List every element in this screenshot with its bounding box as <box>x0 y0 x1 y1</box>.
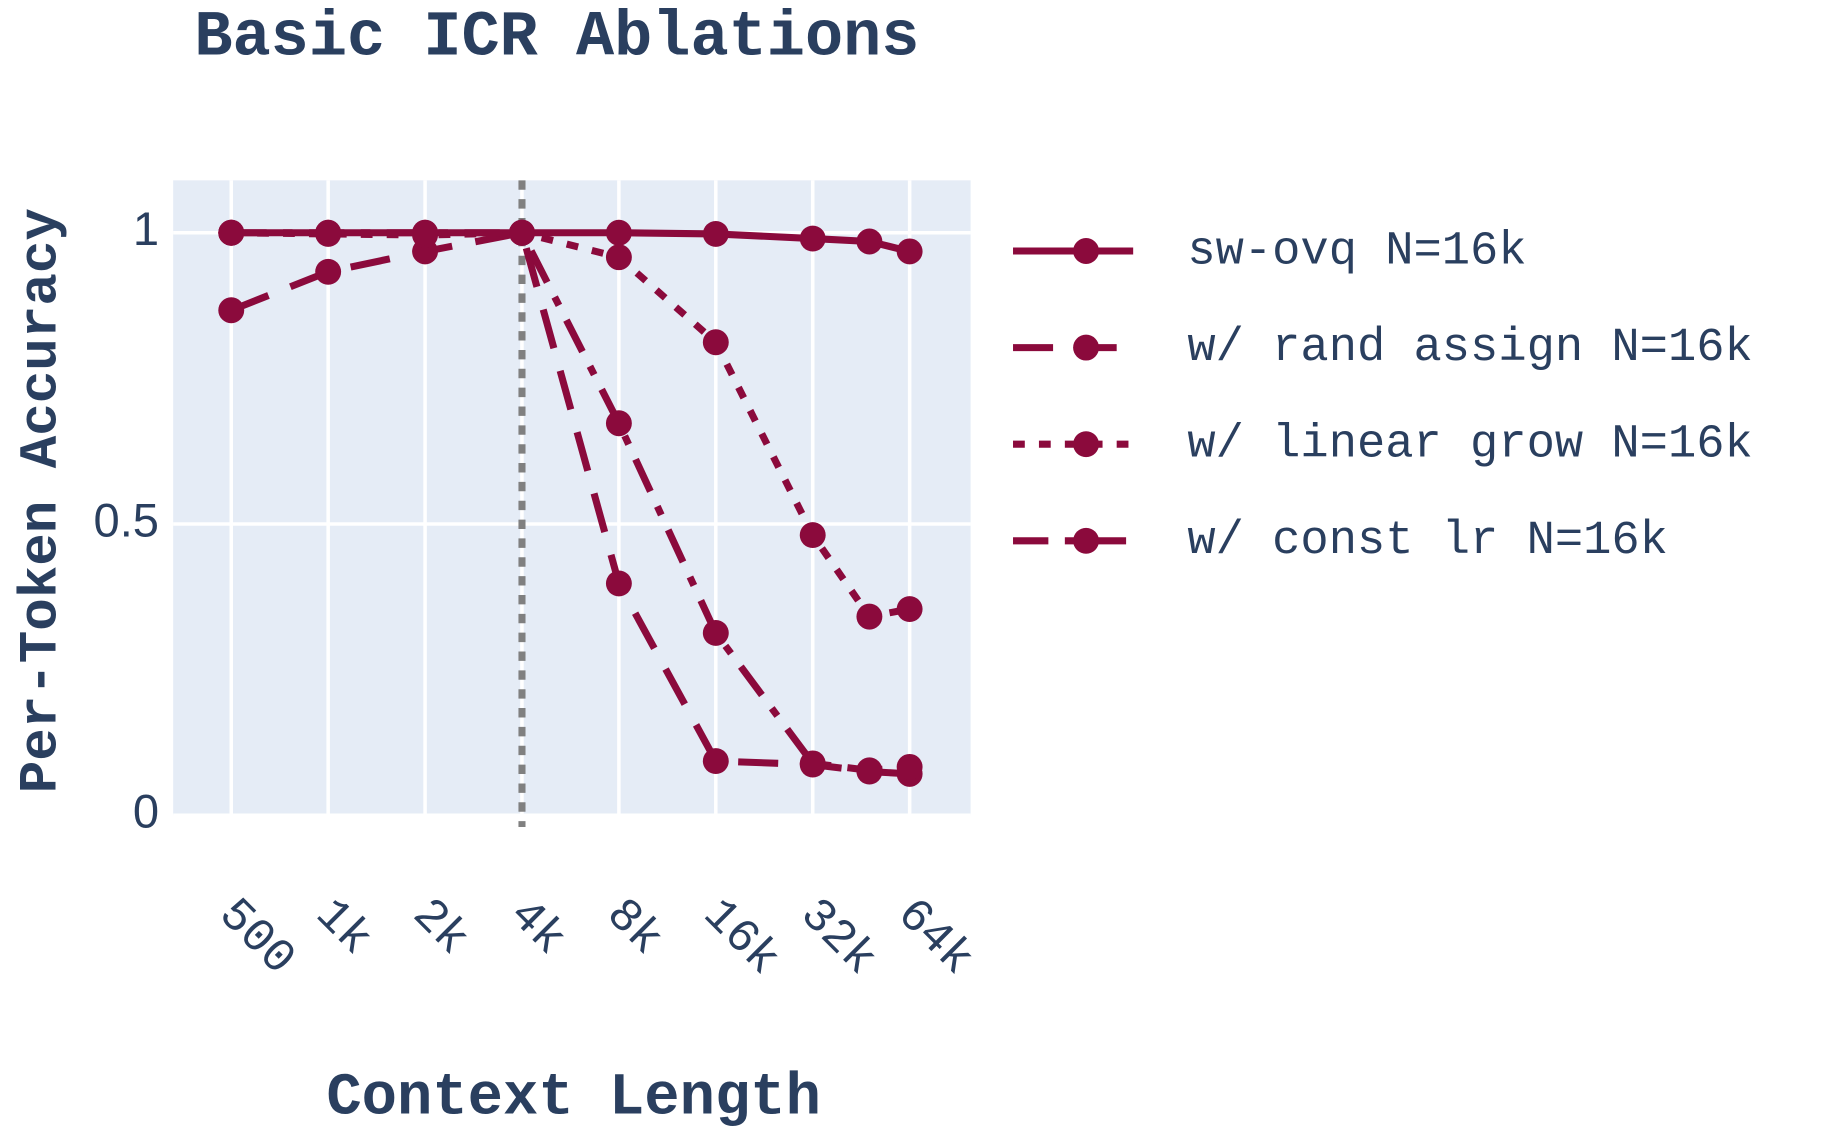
x-tick-label: 16k <box>692 889 789 986</box>
data-point <box>799 750 826 777</box>
data-point <box>605 570 632 597</box>
data-point <box>218 219 245 246</box>
y-tick-label: 1 <box>133 202 159 255</box>
data-point <box>702 220 729 247</box>
x-tick-label: 64k <box>886 889 983 986</box>
data-point <box>315 258 342 285</box>
x-tick-label: 2k <box>401 889 478 966</box>
data-point <box>702 329 729 356</box>
y-tick-label: 0.5 <box>94 493 160 546</box>
x-tick-label: 32k <box>789 889 886 986</box>
data-point <box>702 619 729 646</box>
legend-marker <box>1073 527 1100 554</box>
data-point <box>702 748 729 775</box>
x-axis-title: Context Length <box>326 1065 821 1132</box>
legend-label: w/ const lr N=16k <box>1187 515 1668 568</box>
data-point <box>605 219 632 246</box>
data-point <box>315 219 342 246</box>
x-tick-label: 1k <box>304 889 381 966</box>
y-tick-label: 0 <box>133 785 159 838</box>
chart-title: Basic ICR Ablations <box>194 3 919 75</box>
legend-marker <box>1073 238 1100 264</box>
y-axis-title: Per-Token Accuracy <box>12 208 73 793</box>
data-point <box>799 225 826 252</box>
data-point <box>896 238 923 265</box>
data-point <box>509 219 535 246</box>
x-tick-label: 4k <box>498 889 575 966</box>
data-point <box>412 219 439 246</box>
legend-label: w/ linear grow N=16k <box>1187 419 1752 472</box>
legend-label: sw-ovq N=16k <box>1187 225 1526 278</box>
data-point <box>856 603 883 630</box>
data-point <box>896 753 923 780</box>
plot-area <box>173 180 971 816</box>
legend-label: w/ rand assign N=16k <box>1187 322 1752 375</box>
data-point <box>799 522 826 549</box>
x-tick-label: 8k <box>595 889 672 966</box>
data-point <box>218 297 245 324</box>
data-point <box>605 410 632 437</box>
data-point <box>856 228 883 255</box>
legend-marker <box>1073 431 1100 458</box>
data-point <box>896 596 923 623</box>
series-line <box>231 229 910 774</box>
x-tick-label: 500 <box>207 889 304 986</box>
legend-marker <box>1073 334 1100 361</box>
data-point <box>856 757 883 784</box>
data-point <box>605 244 632 271</box>
